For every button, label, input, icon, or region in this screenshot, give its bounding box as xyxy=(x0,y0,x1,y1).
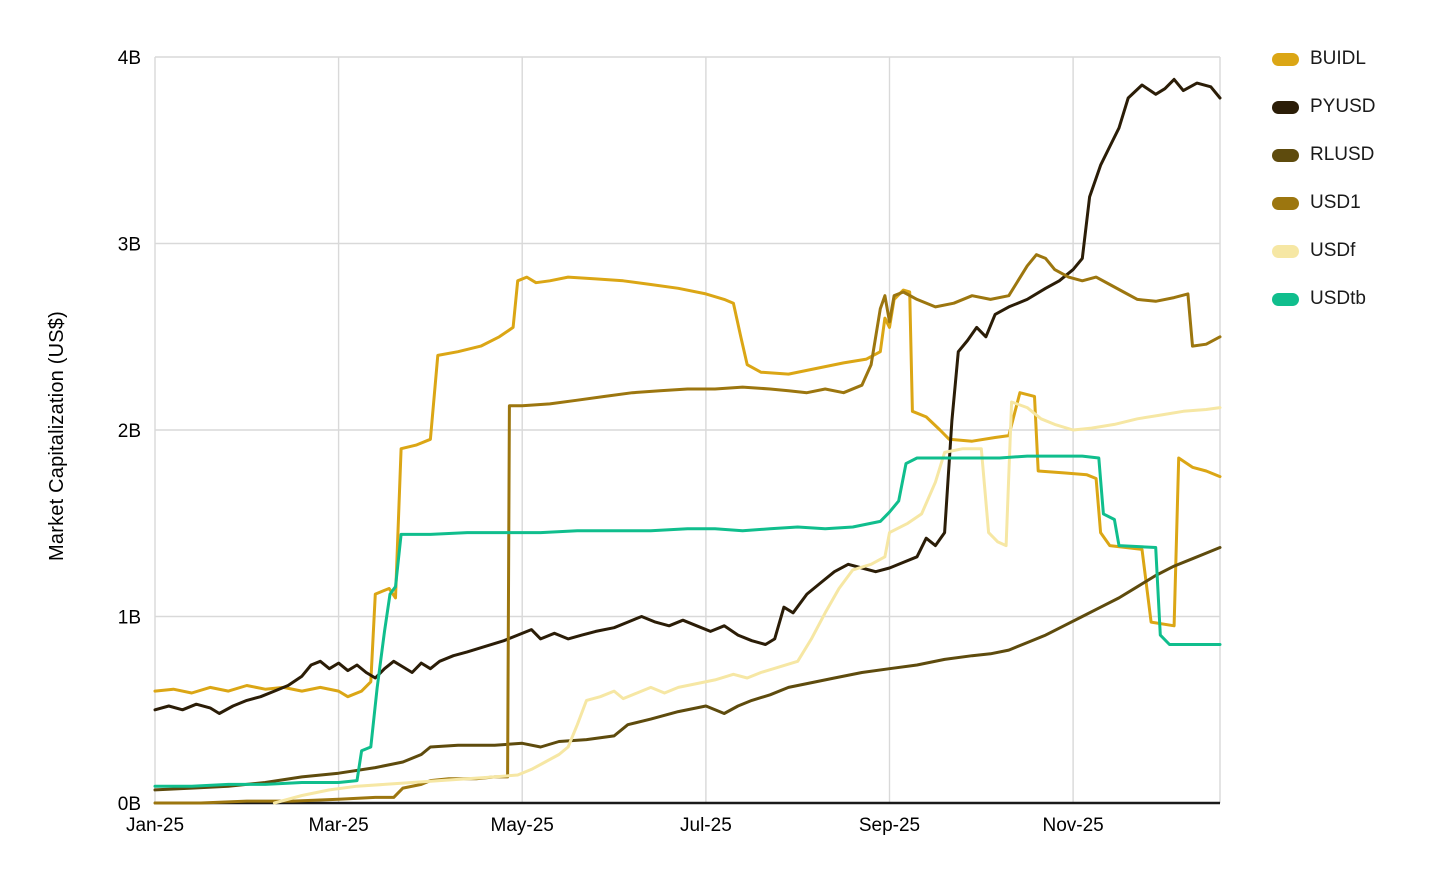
y-tick-label: 4B xyxy=(118,48,141,69)
legend-label: BUIDL xyxy=(1310,48,1366,69)
legend-label: USDtb xyxy=(1310,288,1366,309)
series-line-usdtb xyxy=(153,454,1222,788)
chart-plot: 0B 1B 2B 3B 4B Jan-25 Mar-25 May-25 Jul-25 Sep-25… xyxy=(118,48,1222,836)
series-line-buidl xyxy=(153,275,1222,699)
legend-item-buidl[interactable]: BUIDL xyxy=(1272,44,1375,74)
y-tick-label: 1B xyxy=(118,608,141,629)
x-tick-label: Jul-25 xyxy=(680,815,732,836)
legend-swatch xyxy=(1272,148,1299,162)
legend-item-usdf[interactable]: USDf xyxy=(1272,236,1375,266)
legend-label: USDf xyxy=(1310,240,1356,261)
series-line-pyusd xyxy=(153,77,1222,715)
x-tick-label: Nov-25 xyxy=(1042,815,1103,836)
y-tick-label: 2B xyxy=(118,421,141,442)
legend-swatch xyxy=(1272,52,1299,66)
series-line-rlusd xyxy=(153,546,1222,792)
y-tick-label: 0B xyxy=(118,794,141,815)
legend-swatch xyxy=(1272,100,1299,114)
x-tick-label: Jan-25 xyxy=(126,815,184,836)
x-tick-label: Sep-25 xyxy=(859,815,920,836)
legend-label: RLUSD xyxy=(1310,144,1375,165)
x-tick-label: May-25 xyxy=(491,815,554,836)
series-line-usdf xyxy=(272,400,1222,805)
x-tick-label: Mar-25 xyxy=(309,815,369,836)
legend-item-pyusd[interactable]: PYUSD xyxy=(1272,92,1375,122)
legend-swatch xyxy=(1272,244,1299,258)
y-tick-label: 3B xyxy=(118,235,141,256)
legend-item-usd1[interactable]: USD1 xyxy=(1272,188,1375,218)
legend-label: USD1 xyxy=(1310,192,1361,213)
legend-swatch xyxy=(1272,292,1299,306)
legend-swatch xyxy=(1272,196,1299,210)
legend-item-usdtb[interactable]: USDtb xyxy=(1272,284,1375,314)
legend: BUIDL PYUSD RLUSD USD1 USDf USDtb xyxy=(1272,44,1375,332)
legend-item-rlusd[interactable]: RLUSD xyxy=(1272,140,1375,170)
legend-label: PYUSD xyxy=(1310,96,1376,117)
